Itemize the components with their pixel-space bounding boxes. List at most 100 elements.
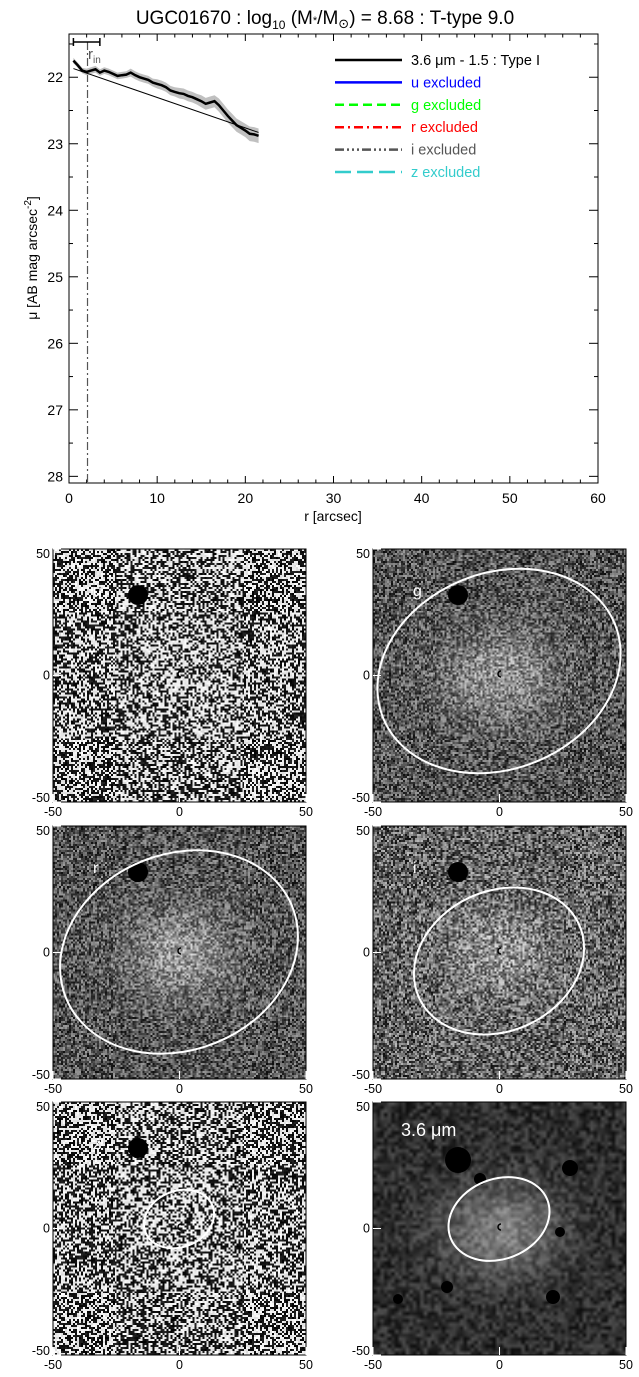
title-mass-open: (M	[285, 8, 312, 29]
panel-x-tick-label: 50	[299, 805, 313, 819]
panel-x-tick-label: -50	[44, 1358, 62, 1372]
panel-band-label: g	[413, 583, 422, 600]
image-panel-3: r -50-50 0 0 50 50	[32, 824, 313, 1096]
title-mass-slash: /M	[317, 8, 338, 29]
aperture-ellipse	[447, 1176, 551, 1262]
center-mark	[497, 670, 502, 678]
title-galaxy: UGC01670	[136, 8, 231, 29]
panel-x-tick-label: 50	[299, 1082, 313, 1096]
panel-x-tick-label: 50	[619, 1358, 633, 1372]
panel-x-tick-label: 0	[176, 1082, 183, 1096]
masked-star	[445, 1147, 471, 1173]
y-axis-label: μ [AB mag arcsec-2]	[23, 196, 40, 320]
masked-star	[128, 862, 148, 882]
masked-star	[562, 1160, 578, 1176]
aperture-ellipse	[412, 886, 586, 1036]
title-mass-value: = 8.68	[356, 8, 415, 29]
image-panel-5: z -50-50 0 0 50 50	[32, 1100, 313, 1372]
panel-y-tick-label: 0	[43, 1222, 50, 1236]
panel-x-tick-label: 50	[619, 1082, 633, 1096]
title-mass-sun: ⊙	[338, 16, 349, 31]
x-tick-label: 40	[414, 490, 430, 506]
aperture-ellipse	[59, 849, 299, 1055]
panel-y-tick-label: 50	[36, 547, 50, 561]
panel-x-tick-label: 0	[176, 1358, 183, 1372]
x-tick-label: 50	[502, 490, 518, 506]
r-in-label: rin	[88, 46, 101, 66]
y-axis-label-main: μ [AB mag arcsec	[24, 209, 40, 320]
profile-plot: 0 10 20 30 40 50 60 22 23 24 25 26 27 28	[47, 34, 606, 506]
panel-y-tick-label: 50	[36, 1100, 50, 1114]
panel-y-tick-label: 50	[36, 824, 50, 838]
image-panel-pixels	[373, 1102, 626, 1355]
masked-star	[555, 1227, 565, 1237]
panel-y-tick-label: -50	[32, 1068, 50, 1082]
aperture-ellipse	[143, 1188, 215, 1250]
panel-x-tick-label: 0	[176, 805, 183, 819]
center-mark	[177, 1223, 182, 1231]
title-sep: :	[231, 8, 247, 29]
panel-y-tick-label: 0	[363, 946, 370, 960]
panel-y-tick-label: -50	[352, 1068, 370, 1082]
x-tick-label: 10	[149, 490, 165, 506]
masked-star	[546, 1290, 560, 1304]
y-tick-label: 28	[47, 468, 63, 484]
panel-y-tick-label: 50	[356, 547, 370, 561]
panel-band-label: 3.6 μm	[401, 1120, 456, 1140]
panel-y-tick-label: 0	[43, 669, 50, 683]
x-tick-label: 30	[326, 490, 342, 506]
title-sep-2: :	[414, 8, 430, 29]
panel-y-tick-label: 50	[356, 824, 370, 838]
panel-y-tick-label: -50	[32, 1344, 50, 1358]
panel-y-tick-label: 50	[356, 1100, 370, 1114]
title-log: log	[247, 8, 272, 29]
title-mass-star: *	[313, 15, 318, 27]
x-tick-label: 20	[238, 490, 254, 506]
panel-y-tick-label: -50	[352, 791, 370, 805]
panel-y-tick-label: -50	[352, 1344, 370, 1358]
panel-x-tick-label: 50	[299, 1358, 313, 1372]
legend-label-r: r excluded	[411, 120, 478, 136]
center-mark	[177, 947, 182, 955]
panel-y-tick-label: 0	[363, 1222, 370, 1236]
panel-band-label: r	[93, 860, 99, 877]
legend-label-u: u excluded	[411, 75, 481, 91]
panel-x-tick-label: 0	[496, 805, 503, 819]
legend-label-i: i excluded	[411, 143, 476, 159]
title-ttype: T-type 9.0	[430, 8, 515, 29]
image-panel-pixels	[53, 826, 306, 1079]
y-tick-label: 25	[47, 269, 63, 285]
r-in-label-main: r	[88, 46, 93, 63]
masked-star	[448, 862, 468, 882]
image-panel-pixels	[373, 549, 626, 802]
y-tick-label: 24	[47, 202, 63, 218]
y-tick-label: 23	[47, 136, 63, 152]
aperture-ellipse	[376, 567, 622, 775]
title-log-sub: 10	[272, 18, 286, 32]
image-panel-1: u -50-50 0 0 50 50	[32, 547, 313, 819]
panel-x-tick-label: -50	[364, 1082, 382, 1096]
center-mark	[497, 1223, 502, 1231]
profile-line-ir	[72, 59, 259, 137]
legend-label-ir: 3.6 μm - 1.5 : Type I	[411, 53, 540, 69]
masked-star	[441, 1281, 453, 1293]
panel-y-tick-label: 0	[43, 946, 50, 960]
panel-x-tick-label: -50	[44, 1082, 62, 1096]
panel-y-tick-label: 0	[363, 669, 370, 683]
image-panel-4: i -50-50 0 0 50 50	[352, 824, 633, 1096]
panel-band-label: i	[413, 860, 417, 877]
x-tick-label: 0	[65, 490, 73, 506]
masked-star	[128, 585, 148, 605]
panel-x-tick-label: 50	[619, 805, 633, 819]
image-panel-pixels	[373, 826, 626, 1079]
y-tick-label: 27	[47, 402, 63, 418]
panel-y-tick-label: -50	[32, 791, 50, 805]
chart-title: UGC01670 : log10 (M*/M⊙) = 8.68 : T-type…	[136, 8, 514, 32]
legend: 3.6 μm - 1.5 : Type I u excluded g exclude…	[335, 53, 540, 181]
profile-plot-frame	[68, 33, 599, 484]
panel-x-tick-label: -50	[364, 805, 382, 819]
y-axis-label-sup: -2	[23, 200, 34, 209]
r-in-label-sub: in	[93, 55, 101, 66]
image-panel-2: g -50-50 0 0 50 50	[352, 547, 633, 819]
